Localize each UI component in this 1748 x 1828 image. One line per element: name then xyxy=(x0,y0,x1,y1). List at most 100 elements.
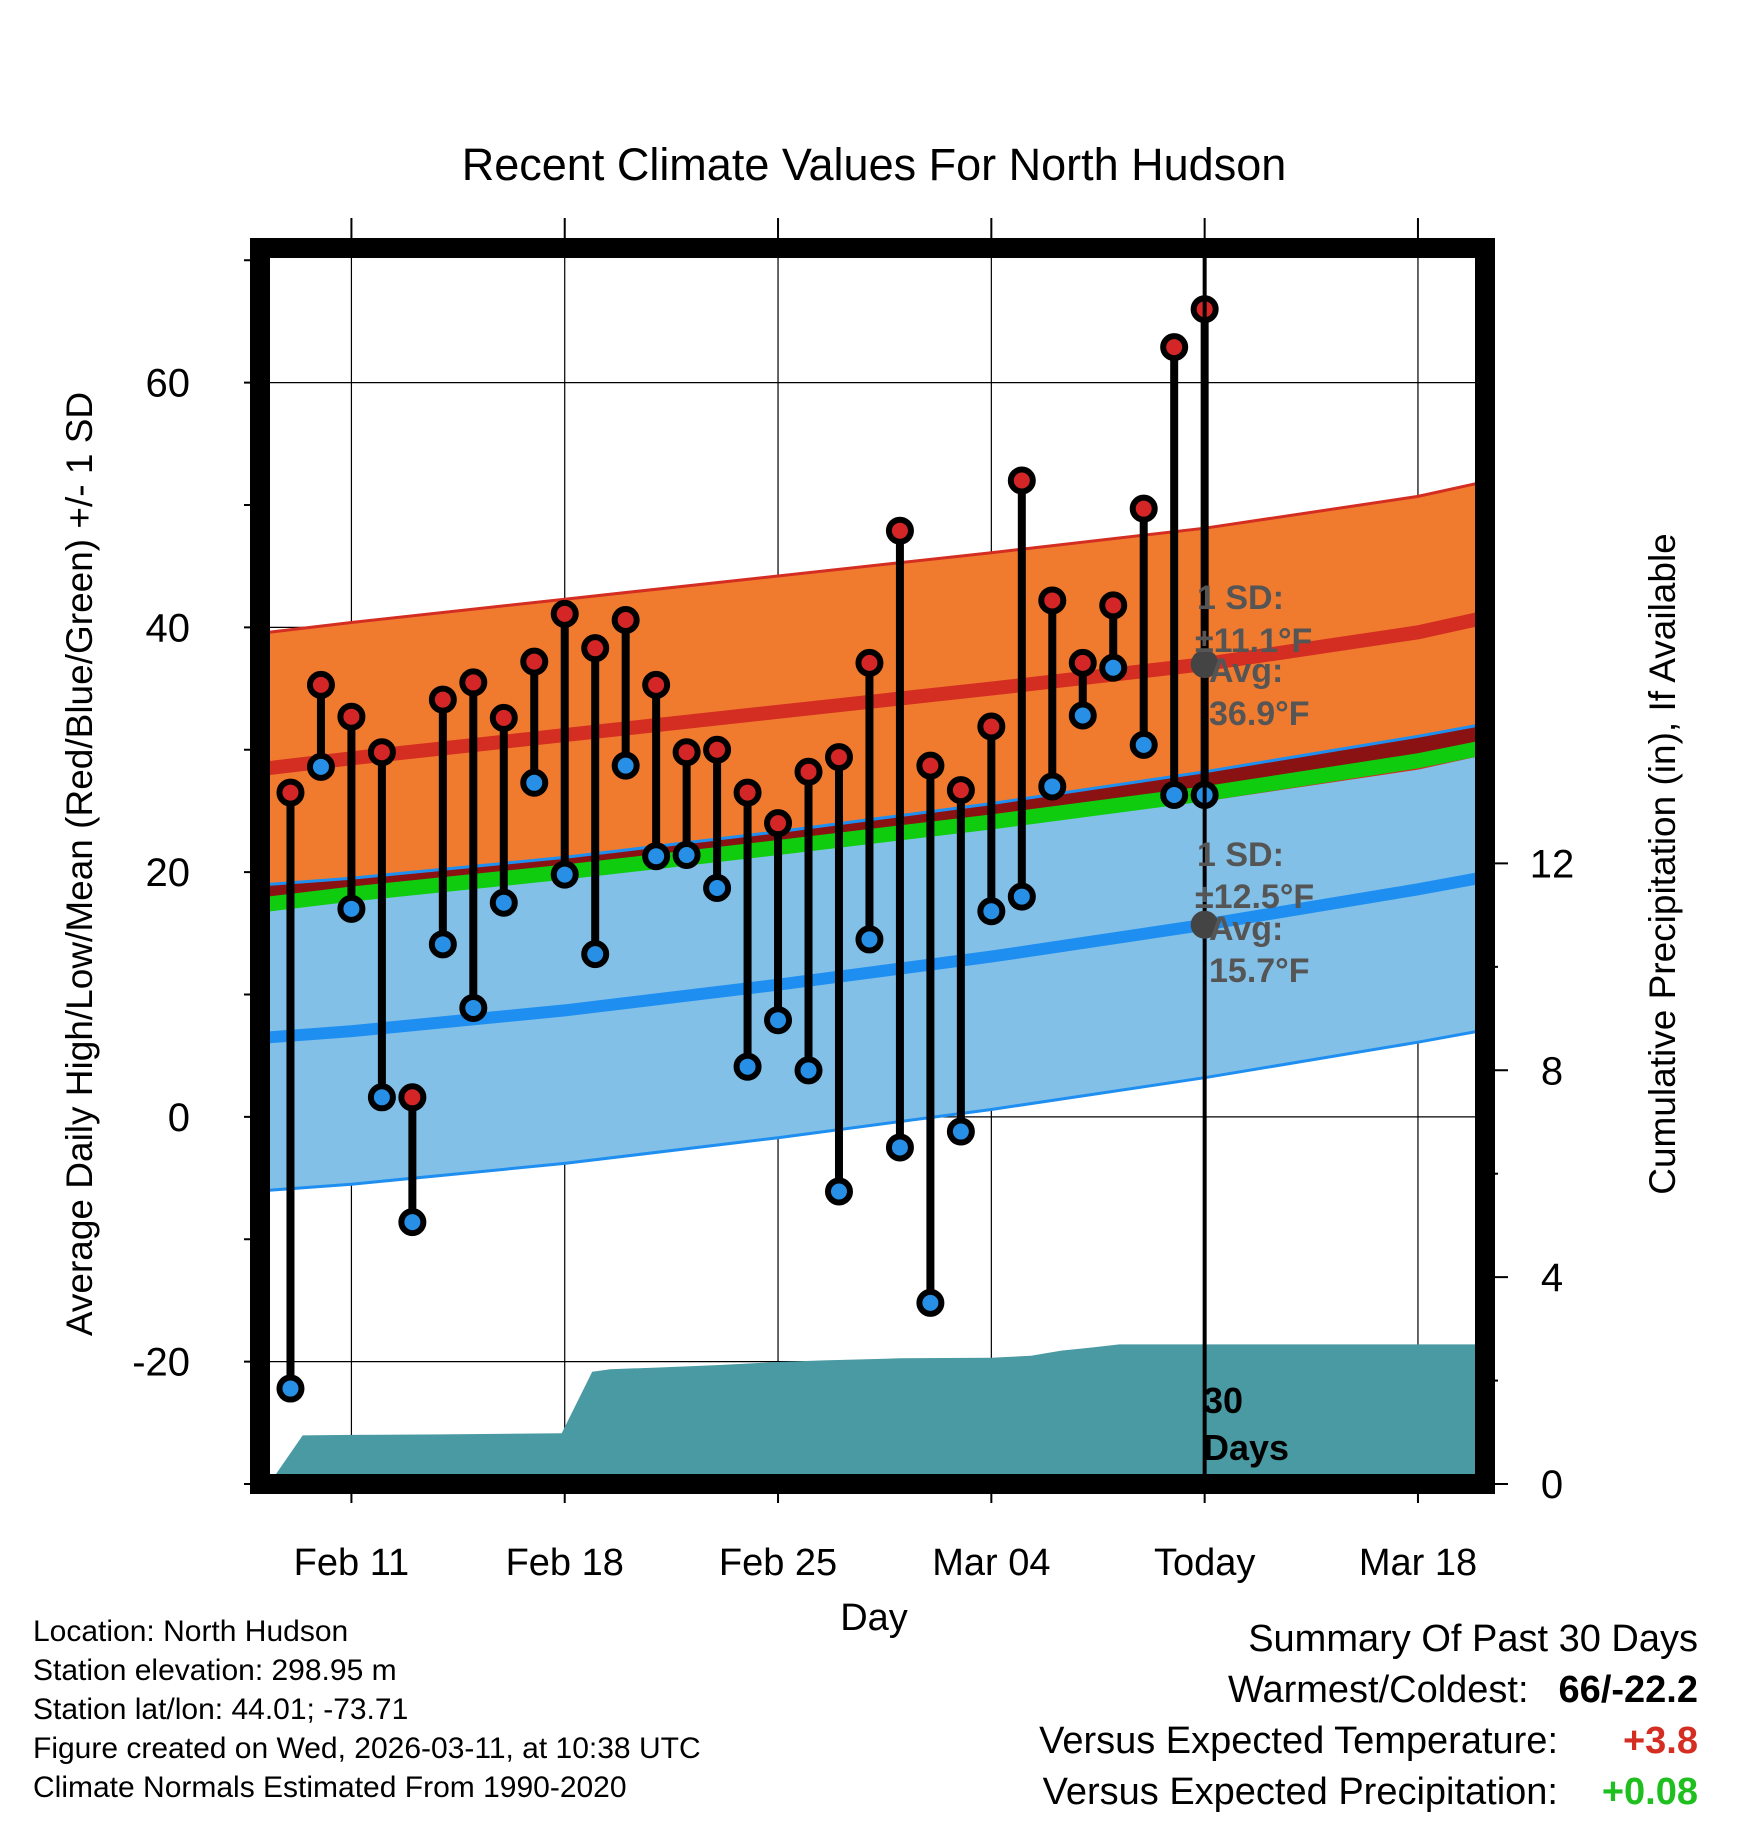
station-location: Location: North Hudson xyxy=(33,1615,349,1648)
station-info: Location: North Hudson Station elevation… xyxy=(33,1612,701,1807)
station-elevation: Station elevation: 298.95 m xyxy=(33,1654,397,1687)
daily-high-marker xyxy=(672,738,701,767)
daily-low-marker xyxy=(885,1133,914,1162)
daily-high-marker xyxy=(794,757,823,786)
y2-tick-label: 4 xyxy=(1541,1256,1563,1300)
summary-precip-row: Versus Expected Precipitation: +0.08 xyxy=(1039,1767,1698,1818)
x-tick-label: Feb 25 xyxy=(719,1542,837,1584)
y-tick-label: 0 xyxy=(168,1096,190,1140)
x-axis: Feb 11 Feb 18 Feb 25 Mar 04 Today Mar 18 xyxy=(294,218,1477,1584)
daily-high-marker xyxy=(367,738,396,767)
daily-low-marker xyxy=(855,925,884,954)
x-tick-label: Feb 11 xyxy=(294,1542,409,1584)
warmest-label: Warmest/Coldest: xyxy=(1227,1669,1529,1711)
days-count: 30 xyxy=(1203,1380,1243,1421)
daily-high-marker xyxy=(703,735,732,764)
daily-high-marker xyxy=(459,668,488,697)
daily-high-marker xyxy=(1007,466,1036,495)
y-tick-label: 60 xyxy=(146,362,191,406)
temp-versus-value: +3.8 xyxy=(1622,1720,1698,1762)
daily-high-marker xyxy=(1129,494,1158,523)
normal-low-lower-edge xyxy=(268,1028,1486,1192)
station-latlon: Station lat/lon: 44.01; -73.71 xyxy=(33,1693,409,1726)
low-avg-label: Avg: xyxy=(1209,910,1283,948)
daily-low-marker xyxy=(642,842,671,871)
daily-low-marker xyxy=(1099,653,1128,682)
daily-low-marker xyxy=(764,1006,793,1035)
normal-low-today-marker xyxy=(1190,910,1219,939)
daily-high-marker xyxy=(337,702,366,731)
summary-warmest-row: Warmest/Coldest: 66/-22.2 xyxy=(1039,1665,1698,1716)
daily-low-marker xyxy=(581,940,610,969)
daily-high-marker xyxy=(1068,648,1097,677)
high-sd-value: ±11.1°F xyxy=(1195,622,1312,660)
daily-high-marker xyxy=(946,776,975,805)
low-sd-value: ±12.5°F xyxy=(1195,878,1314,916)
daily-low-marker xyxy=(1068,701,1097,730)
daily-high-marker xyxy=(642,670,671,699)
high-avg-value: 36.9°F xyxy=(1209,695,1310,733)
left-y-axis: 60 40 20 0 -20 xyxy=(132,259,260,1485)
y2-tick-label: 8 xyxy=(1541,1049,1563,1093)
daily-low-marker xyxy=(611,751,640,780)
high-sd-label: 1 SD: xyxy=(1197,579,1284,617)
days-word: Days xyxy=(1203,1427,1289,1468)
daily-low-marker xyxy=(306,752,335,781)
daily-low-marker xyxy=(703,874,732,903)
daily-low-marker xyxy=(946,1117,975,1146)
warmest-value: 66/-22.2 xyxy=(1558,1669,1698,1711)
precipitation-area xyxy=(269,1344,1486,1484)
normal-low-line xyxy=(268,871,1487,1044)
daily-high-marker xyxy=(276,778,305,807)
daily-low-marker xyxy=(367,1083,396,1112)
y2-tick-label: 0 xyxy=(1541,1463,1563,1507)
daily-high-marker xyxy=(398,1083,427,1112)
normal-low-upper-edge xyxy=(268,722,1486,886)
low-sd-label: 1 SD: xyxy=(1197,836,1284,874)
y-axis-label: Average Daily High/Low/Mean (Red/Blue/Gr… xyxy=(59,392,100,1336)
daily-low-marker xyxy=(1160,781,1189,810)
daily-low-marker xyxy=(1129,730,1158,759)
daily-high-marker xyxy=(428,685,457,714)
daily-high-marker xyxy=(581,634,610,663)
normal-high-today-marker xyxy=(1190,650,1219,679)
daily-low-marker xyxy=(1007,882,1036,911)
daily-low-marker xyxy=(276,1374,305,1403)
daily-high-marker xyxy=(764,809,793,838)
x-tick-label: Feb 18 xyxy=(506,1542,624,1584)
y2-tick-label: 12 xyxy=(1530,842,1575,886)
daily-low-marker xyxy=(672,840,701,869)
daily-high-marker xyxy=(306,670,335,699)
daily-high-marker xyxy=(1038,586,1067,615)
y-tick-label: -20 xyxy=(132,1341,190,1385)
daily-high-marker xyxy=(977,712,1006,741)
daily-low-marker xyxy=(733,1052,762,1081)
right-y-axis: 12 8 4 0 xyxy=(1485,842,1574,1507)
high-avg-label: Avg: xyxy=(1209,652,1283,690)
summary-heading: Summary Of Past 30 Days xyxy=(1248,1618,1698,1660)
daily-high-marker xyxy=(733,778,762,807)
y-tick-label: 20 xyxy=(146,851,191,895)
daily-high-marker xyxy=(824,743,853,772)
x-tick-label: Today xyxy=(1154,1542,1255,1584)
daily-high-marker xyxy=(550,599,579,628)
daily-low-marker xyxy=(977,897,1006,926)
daily-high-marker xyxy=(611,606,640,635)
daily-low-marker xyxy=(428,930,457,959)
daily-low-marker xyxy=(520,768,549,797)
precip-versus-value: +0.08 xyxy=(1601,1771,1698,1813)
precipitation-cumulative-area xyxy=(269,1344,1486,1484)
climate-normals-note: Climate Normals Estimated From 1990-2020 xyxy=(33,1771,627,1804)
normal-bands xyxy=(268,480,1487,1192)
normal-high-upper-edge xyxy=(268,480,1486,634)
x-tick-label: Mar 18 xyxy=(1359,1542,1477,1584)
daily-low-marker xyxy=(459,993,488,1022)
temp-versus-label: Versus Expected Temperature: xyxy=(1039,1720,1558,1762)
plot-frame xyxy=(250,238,1495,1494)
normal-low-sd-band xyxy=(269,724,1486,1191)
daily-markers xyxy=(276,295,1219,1403)
band-overlap xyxy=(269,724,1486,904)
daily-low-marker xyxy=(1038,772,1067,801)
daily-high-marker xyxy=(885,516,914,545)
